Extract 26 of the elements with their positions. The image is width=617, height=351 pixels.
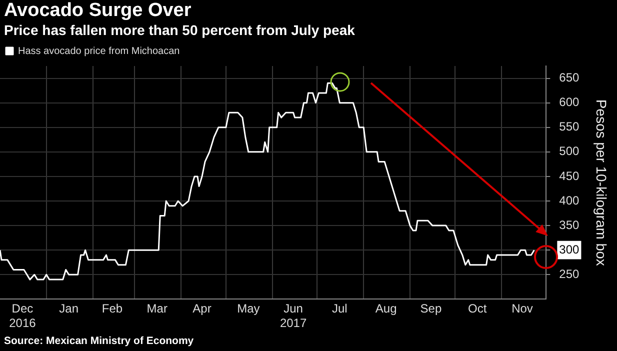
x-tick-label: Sep — [420, 302, 442, 316]
y-tick-label: 500 — [559, 144, 580, 158]
x-tick-label: Dec 2016 — [9, 302, 36, 330]
y-tick-label: 600 — [559, 95, 580, 110]
x-tick-label: Feb — [102, 302, 123, 316]
x-tick-label: Oct — [468, 302, 488, 316]
y-tick-label: 250 — [559, 266, 580, 281]
chart-title: Avocado Surge Over — [4, 0, 192, 22]
legend-label: Hass avocado price from Michoacan — [18, 46, 180, 57]
x-tick-label: Jun 2017 — [280, 302, 307, 330]
y-tick-label: 400 — [559, 193, 580, 208]
y-tick-label: 650 — [559, 70, 580, 85]
x-tick-label: Apr — [192, 302, 212, 316]
chart-subtitle: Price has fallen more than 50 percent from July peak — [4, 22, 355, 38]
y-tick-label: 550 — [559, 120, 580, 134]
y-tick-label: 300 — [559, 242, 580, 256]
x-tick-label: Jul — [332, 302, 348, 316]
y-axis-title: Pesos per 10-kilogram box — [594, 99, 610, 266]
y-tick-label: 450 — [559, 168, 580, 183]
x-tick-label: Mar — [146, 302, 168, 316]
source-note: Source: Mexican Ministry of Economy — [4, 335, 194, 347]
x-tick-label: Jan — [59, 302, 79, 316]
x-tick-label: Nov — [512, 302, 533, 316]
y-tick-label: 350 — [559, 218, 580, 232]
x-tick-label: Aug — [375, 302, 397, 316]
x-tick-label: May — [237, 302, 260, 316]
